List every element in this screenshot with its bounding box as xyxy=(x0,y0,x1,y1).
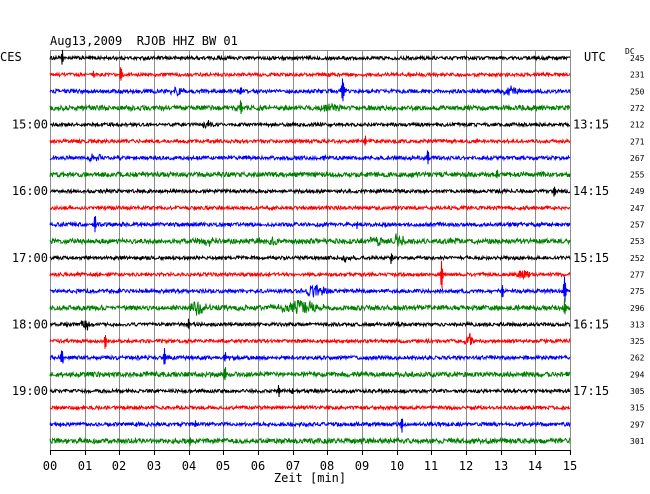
left-axis-label: CES xyxy=(0,50,22,64)
x-tick-label-11: 11 xyxy=(424,459,438,473)
trace-row-15 xyxy=(49,298,571,316)
dc-value-label: 305 xyxy=(630,387,645,396)
dc-value-label: 247 xyxy=(630,204,645,213)
dc-value-label: 296 xyxy=(630,304,645,313)
ces-time-label: 16:00 xyxy=(12,184,48,198)
dc-value-label: 262 xyxy=(630,354,645,363)
gridlines xyxy=(50,50,571,450)
trace-row-10 xyxy=(49,216,571,233)
trace-row-2 xyxy=(49,78,571,102)
trace-row-3 xyxy=(49,100,571,115)
dc-value-label: 250 xyxy=(630,87,645,96)
traces xyxy=(49,49,571,446)
dc-value-label: 252 xyxy=(630,254,645,263)
dc-value-label: 257 xyxy=(630,221,645,230)
dc-value-label: 297 xyxy=(630,420,645,429)
trace-row-17 xyxy=(49,332,571,349)
x-tick-label-12: 12 xyxy=(459,459,473,473)
utc-time-label: 16:15 xyxy=(573,317,609,331)
x-tick-label-08: 08 xyxy=(320,459,334,473)
x-tick-label-15: 15 xyxy=(563,459,577,473)
right-axis-label: UTC xyxy=(584,50,606,64)
utc-time-label: 15:15 xyxy=(573,251,609,265)
row-labels: 245 231 250 272 15:00 13:15 212 271 267 255 16:00 1… xyxy=(12,54,645,446)
dc-value-label: 313 xyxy=(630,320,645,329)
trace-row-19 xyxy=(49,367,571,381)
dc-value-label: 277 xyxy=(630,270,645,279)
dc-value-label: 272 xyxy=(630,104,645,113)
x-tick-label-06: 06 xyxy=(251,459,265,473)
dc-value-label: 212 xyxy=(630,121,645,130)
x-axis-label: Zeit [min] xyxy=(274,471,346,485)
x-tick-label-09: 09 xyxy=(355,459,369,473)
x-tick-label-13: 13 xyxy=(494,459,508,473)
x-tick-label-02: 02 xyxy=(112,459,126,473)
trace-row-11 xyxy=(49,233,571,247)
x-tick-label-10: 10 xyxy=(390,459,404,473)
trace-row-20 xyxy=(49,384,571,398)
dc-value-label: 245 xyxy=(630,54,645,63)
dc-value-label: 271 xyxy=(630,137,645,146)
trace-row-9 xyxy=(49,204,570,212)
chart-title: Aug13,2009 RJOB HHZ BW 01 xyxy=(50,34,238,48)
x-tick-label-01: 01 xyxy=(78,459,92,473)
dc-value-label: 253 xyxy=(630,237,645,246)
trace-row-4 xyxy=(49,120,570,129)
x-axis: 00 01 02 03 04 05 06 07 08 09 10 11 12 13 14 15 xyxy=(43,450,577,473)
trace-row-13 xyxy=(49,260,571,289)
dc-value-label: 255 xyxy=(630,171,645,180)
x-tick-label-05: 05 xyxy=(216,459,230,473)
dc-value-label: 267 xyxy=(630,154,645,163)
x-tick-label-03: 03 xyxy=(147,459,161,473)
trace-row-6 xyxy=(49,150,571,165)
trace-row-22 xyxy=(49,418,571,433)
trace-row-8 xyxy=(49,186,571,197)
dc-value-label: 301 xyxy=(630,437,645,446)
trace-row-7 xyxy=(49,169,571,179)
trace-row-23 xyxy=(49,436,571,446)
trace-row-14 xyxy=(49,276,571,302)
dc-value-label: 294 xyxy=(630,370,645,379)
ces-time-label: 18:00 xyxy=(12,317,48,331)
trace-row-16 xyxy=(49,318,571,331)
x-tick-label-00: 00 xyxy=(43,459,57,473)
trace-row-0 xyxy=(49,49,571,65)
utc-time-label: 14:15 xyxy=(573,184,609,198)
dc-header: DC xyxy=(625,47,635,56)
dc-value-label: 325 xyxy=(630,337,645,346)
dc-value-label: 275 xyxy=(630,287,645,296)
x-tick-label-04: 04 xyxy=(182,459,196,473)
dc-value-label: 231 xyxy=(630,71,645,80)
trace-row-18 xyxy=(49,348,571,365)
dc-value-label: 315 xyxy=(630,404,645,413)
trace-row-21 xyxy=(49,404,571,412)
ces-time-label: 15:00 xyxy=(12,118,48,132)
trace-row-12 xyxy=(49,253,571,265)
trace-row-1 xyxy=(49,67,571,81)
ces-time-label: 19:00 xyxy=(12,384,48,398)
trace-row-5 xyxy=(49,135,571,146)
ces-time-label: 17:00 xyxy=(12,251,48,265)
x-tick-label-14: 14 xyxy=(528,459,542,473)
utc-time-label: 13:15 xyxy=(573,118,609,132)
x-tick-label-07: 07 xyxy=(286,459,300,473)
utc-time-label: 17:15 xyxy=(573,384,609,398)
dc-value-label: 249 xyxy=(630,187,645,196)
